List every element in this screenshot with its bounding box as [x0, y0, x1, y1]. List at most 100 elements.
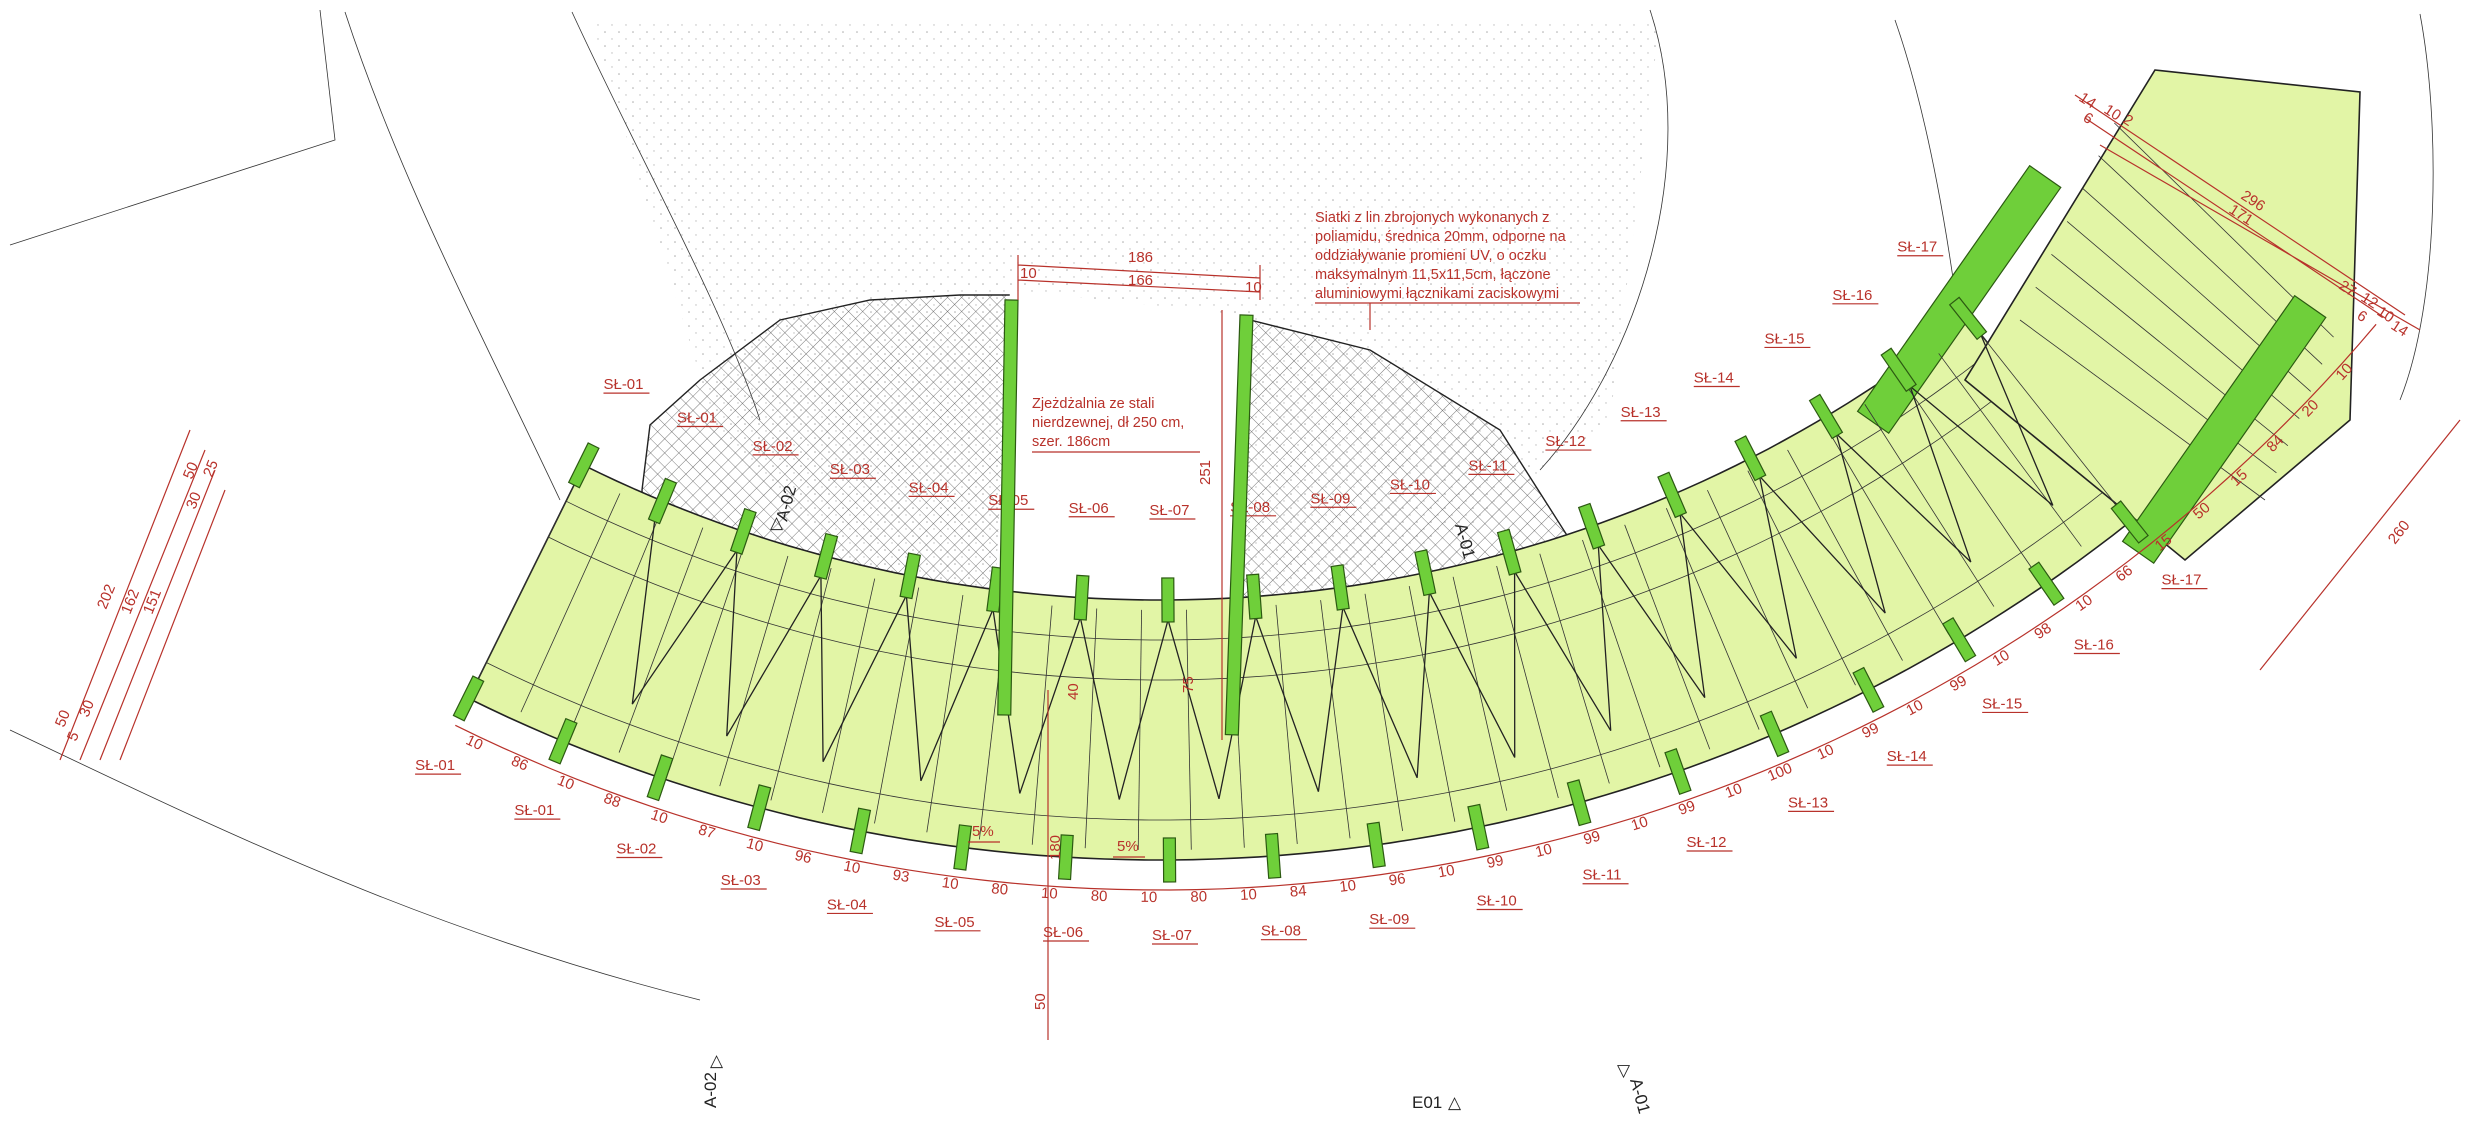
deck — [467, 317, 2131, 861]
pile — [1880, 347, 1917, 393]
dim-202: 202 — [94, 582, 119, 612]
net-cable — [820, 575, 907, 762]
dim-30b: 30 — [76, 698, 98, 720]
pile — [899, 552, 922, 600]
dim-186: 186 — [1128, 249, 1153, 266]
net-note-line-1: Siatki z lin zbrojonych wykonanych z — [1315, 210, 1550, 226]
pile-label: SŁ-17 — [2161, 572, 2201, 589]
pile — [1852, 666, 1885, 713]
deck-board-line — [1084, 608, 1098, 849]
dim-10b: 10 — [2374, 303, 2397, 326]
dimension-arc — [455, 323, 2377, 891]
pile — [1948, 296, 1988, 341]
net-cable — [1342, 592, 1431, 779]
dimension-value: 10 — [842, 858, 862, 878]
deck-board-line — [1707, 489, 1809, 709]
dim-10a: 10 — [2101, 101, 2124, 124]
pile — [2110, 500, 2149, 544]
pile — [849, 807, 872, 855]
dimension-value: 80 — [991, 880, 1009, 899]
dimension-value: 99 — [1485, 852, 1505, 872]
dimension-value: 10 — [1814, 741, 1836, 763]
dimension-value: 99 — [1676, 797, 1697, 819]
deck-board-line — [1137, 609, 1142, 850]
pile-label: SŁ-15 — [1764, 330, 1804, 347]
dimension-value: 10 — [649, 806, 670, 827]
deck-board-line — [1665, 508, 1760, 730]
dimension-value: 10 — [745, 835, 765, 856]
dim-25: 25 — [200, 458, 222, 480]
pile — [1073, 574, 1090, 621]
net-note-line-3: oddziaływanie promieni UV, o oczku — [1315, 248, 1547, 264]
dimension-value: 10 — [1338, 877, 1357, 896]
pile — [1366, 821, 1386, 869]
svg-text:△: △ — [770, 513, 784, 532]
slope-1: 5% — [972, 823, 994, 840]
dim-166: 166 — [1128, 272, 1153, 289]
dim-6: 6 — [2080, 109, 2096, 128]
pile — [1808, 393, 1844, 440]
pile — [1330, 564, 1350, 611]
section-e01: E01 — [1412, 1093, 1442, 1112]
pile-label: SŁ-03 — [721, 872, 761, 889]
pile-label: SŁ-14 — [1694, 369, 1734, 386]
pile — [1161, 577, 1175, 623]
dim-260: 260 — [2385, 517, 2414, 547]
pile-label: SŁ-06 — [1043, 924, 1083, 941]
dim-27: 27 — [2336, 277, 2359, 300]
net-note: Siatki z lin zbrojonych wykonanych z pol… — [1315, 210, 1580, 330]
dim-40: 40 — [1065, 683, 1082, 700]
pile-label: SŁ-13 — [1621, 404, 1661, 421]
pile-label: SŁ-04 — [827, 896, 867, 913]
dimension-value: 10 — [1534, 840, 1554, 861]
pile — [1264, 832, 1282, 879]
deck-edge-line — [548, 380, 2019, 681]
pile — [747, 784, 772, 832]
pile — [548, 717, 578, 765]
dimension-value: 10 — [1629, 813, 1650, 834]
pile — [1664, 747, 1692, 796]
pile-label: SŁ-06 — [1069, 500, 1109, 517]
net-cable — [1255, 607, 1344, 792]
net-cable — [726, 550, 822, 737]
net-cable — [1758, 433, 1886, 614]
deck-board-line — [719, 555, 789, 787]
deck-board-line — [1186, 609, 1192, 850]
net-cable — [1428, 571, 1516, 758]
dim-180: 180 — [1047, 835, 1064, 860]
pile — [452, 675, 485, 722]
stair-platform-surface — [1963, 69, 2361, 562]
pile-label: SŁ-11 — [1468, 457, 1507, 474]
deck-board-line — [1408, 586, 1456, 822]
deck-board-line — [1973, 325, 2124, 515]
dimension-value: 80 — [1190, 888, 1207, 905]
dimension-value: 10 — [463, 732, 485, 755]
pile-label: SŁ-03 — [830, 461, 870, 478]
deck-board-line — [520, 493, 621, 713]
net-cable — [1167, 616, 1257, 800]
dimension-value: 98 — [2031, 620, 2054, 643]
dimension-value: 10 — [1141, 889, 1158, 906]
pile-label: SŁ-04 — [909, 479, 949, 496]
dimension-value: 80 — [1090, 888, 1107, 906]
pile — [1941, 616, 1977, 663]
pile-label: SŁ-01 — [514, 802, 554, 819]
dimension-value: 10 — [1240, 886, 1258, 904]
slope-2: 5% — [1117, 838, 1139, 855]
slide-note-line-1: Zjeżdżalnia ze stali — [1032, 396, 1155, 412]
dimension-value: 10 — [1723, 780, 1745, 802]
slide-rail-right — [1224, 314, 1254, 736]
pile — [1566, 779, 1592, 827]
outer-dimension-chain: 10 86 10 88 10 87 10 96 10 93 10 80 10 80 10 80 10 84 10 96… — [455, 323, 2377, 906]
slide-note-line-3: szer. 186cm — [1032, 434, 1110, 450]
deck-board-line — [1031, 605, 1053, 845]
deck-board-line — [569, 511, 662, 734]
svg-text:△: △ — [710, 1051, 724, 1070]
net-note-line-2: poliamidu, średnica 20mm, odporne na — [1315, 229, 1567, 245]
pile-label: SŁ-16 — [2074, 637, 2114, 654]
dimension-value: 87 — [696, 821, 717, 842]
deck-edge-line — [565, 349, 1994, 641]
stair-line — [2019, 319, 2266, 501]
pile-label: SŁ-08 — [1261, 923, 1301, 940]
deck-board-line — [618, 527, 704, 753]
